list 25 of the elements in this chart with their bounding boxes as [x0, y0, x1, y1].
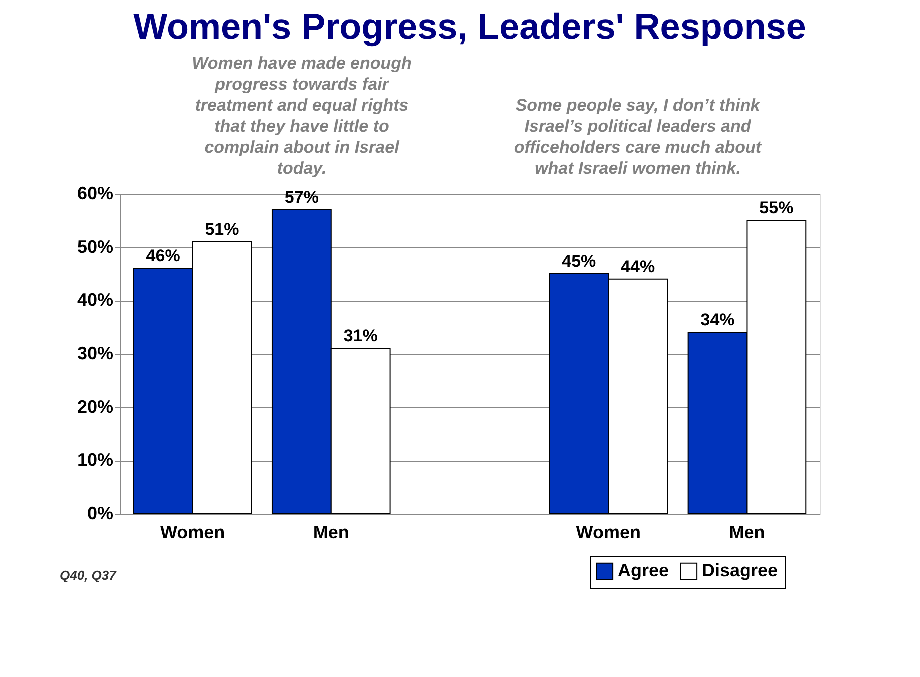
y-tick-label: 40% [77, 290, 114, 310]
data-label: 51% [205, 220, 240, 239]
data-label: 34% [700, 310, 735, 330]
x-tick-label: Women [160, 522, 226, 542]
data-label: 46% [146, 246, 180, 266]
y-tick-label: 0% [87, 504, 114, 524]
y-tick-label: 30% [77, 344, 114, 364]
text: Q40, Q37 [60, 568, 118, 583]
text: Women have made enough progress towards fair treatment and equal rights that they have little to complain about in Israel today. [192, 54, 412, 178]
chart-title: Women's Progress, Leaders' Response [134, 6, 806, 47]
legend-label: Agree [618, 560, 670, 580]
legend-label: Disagree [702, 560, 778, 580]
x-tick-label: Women [576, 522, 641, 542]
data-label: 55% [760, 198, 794, 218]
y-tick-label: 20% [77, 396, 114, 417]
data-label: 31% [344, 326, 378, 346]
y-tick-label: 10% [77, 450, 114, 470]
data-label: 57% [284, 188, 319, 207]
x-tick-label: Men [729, 522, 766, 542]
x-tick-label: Men [313, 522, 350, 542]
y-tick-label: 60% [77, 184, 114, 204]
data-label: 44% [621, 257, 656, 276]
y-tick-label: 50% [77, 236, 114, 257]
data-label: 45% [562, 252, 596, 271]
text: Some people say, I don’t think Israel’s political leaders and officeholders care much about what Israeli women think. [514, 96, 763, 178]
